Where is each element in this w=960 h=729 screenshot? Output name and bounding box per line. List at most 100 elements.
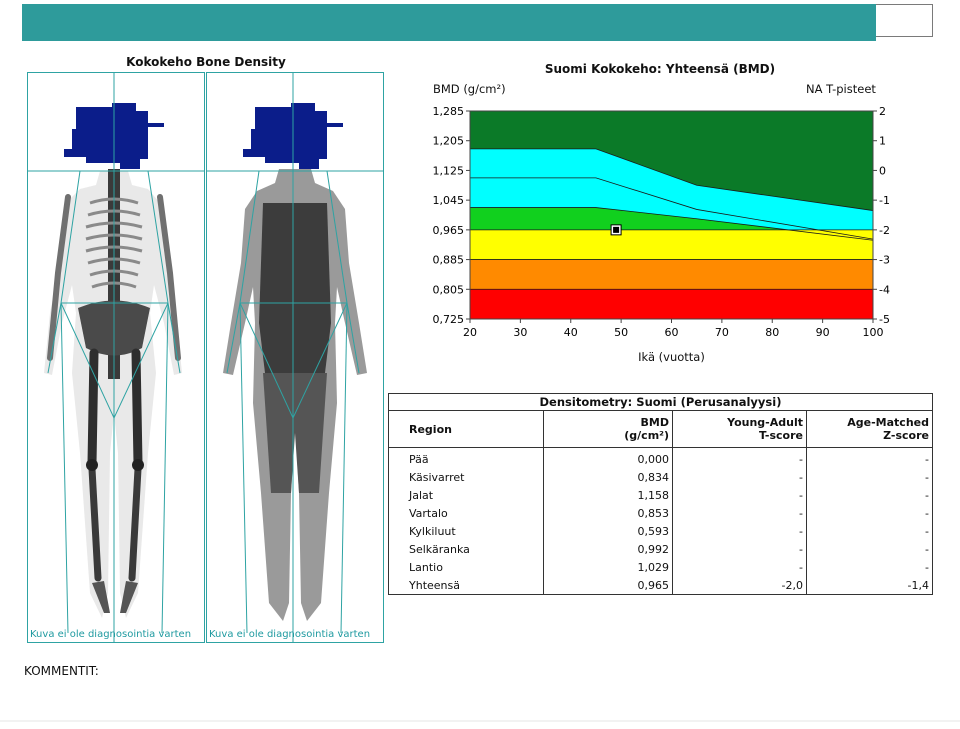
cell-bmd: 0,000 xyxy=(543,447,673,468)
right-scan-note: Kuva ei ole diagnosointia varten xyxy=(209,629,371,640)
chart-band-top xyxy=(470,111,873,211)
cell-region: Vartalo xyxy=(388,504,544,522)
chart-y-tick-label: 1,045 xyxy=(433,194,465,207)
chart-y2-tick-label: 0 xyxy=(879,164,886,177)
chart-x-tick-label: 40 xyxy=(564,326,578,339)
column-header-tscore-sub: T-score xyxy=(759,429,803,442)
cell-region: Käsivarret xyxy=(388,468,544,486)
header-box xyxy=(876,4,933,37)
column-header-bmd: BMD (g/cm²) xyxy=(543,410,673,448)
cell-tscore: - xyxy=(672,522,807,540)
cell-bmd: 0,853 xyxy=(543,504,673,522)
table-row: Kylkiluut 0,593- - xyxy=(388,522,933,540)
chart-x-tick-label: 60 xyxy=(665,326,679,339)
chart-y-tick-label: 0,965 xyxy=(433,224,465,237)
cell-bmd: 1,029 xyxy=(543,558,673,576)
chart-patient-point-core xyxy=(613,226,620,233)
chart-band-orange xyxy=(470,259,873,290)
table-row: Yhteensä 0,965 -2,0 -1,4 xyxy=(388,576,933,595)
chart-x-tick-label: 20 xyxy=(463,326,477,339)
cell-region: Pää xyxy=(388,447,544,468)
cell-tscore: - xyxy=(672,447,807,468)
densitometry-table: Densitometry: Suomi (Perusanalyysi) Regi… xyxy=(388,393,933,595)
soft-tissue-scan-panel: Kuva ei ole diagnosointia varten xyxy=(206,72,384,643)
chart-y2-tick-label: -5 xyxy=(879,313,890,326)
table-row: Vartalo 0,853- - xyxy=(388,504,933,522)
chart-y2-tick-label: -2 xyxy=(879,224,890,237)
chart-band-cyan xyxy=(470,148,873,241)
chart-band-yellow xyxy=(470,229,873,260)
column-header-bmd-label: BMD xyxy=(640,416,669,429)
column-header-bmd-unit: (g/cm²) xyxy=(624,429,669,442)
cell-region: Lantio xyxy=(388,558,544,576)
skeleton-scan-panel: Kuva ei ole diagnosointia varten xyxy=(27,72,205,643)
cell-region: Selkäranka xyxy=(388,540,544,558)
cell-tscore: -2,0 xyxy=(672,576,807,595)
chart-x-tick-label: 90 xyxy=(816,326,830,339)
cell-zscore: - xyxy=(806,558,933,576)
chart-x-tick-label: 80 xyxy=(765,326,779,339)
chart-band-green xyxy=(470,207,873,241)
cell-tscore: - xyxy=(672,504,807,522)
chart-band-boundary xyxy=(470,207,874,241)
chart-y-tick-label: 1,285 xyxy=(433,105,465,118)
cell-zscore: - xyxy=(806,447,933,468)
chart-x-tick-label: 30 xyxy=(513,326,527,339)
chart-y-tick-label: 1,205 xyxy=(433,135,465,148)
chart-x-tick-label: 50 xyxy=(614,326,628,339)
table-title: Densitometry: Suomi (Perusanalyysi) xyxy=(388,393,933,411)
chart-x-tick-label: 100 xyxy=(863,326,884,339)
cell-bmd: 1,158 xyxy=(543,486,673,504)
column-header-tscore-label: Young-Adult xyxy=(727,416,803,429)
cell-zscore: - xyxy=(806,540,933,558)
scan-title: Kokokeho Bone Density xyxy=(126,55,286,69)
cell-bmd: 0,965 xyxy=(543,576,673,595)
cell-zscore: - xyxy=(806,504,933,522)
column-header-zscore-sub: Z-score xyxy=(883,429,929,442)
chart-x-axis-label: Ikä (vuotta) xyxy=(638,350,705,364)
table-row: Selkäranka 0,992- - xyxy=(388,540,933,558)
chart-x-tick-label: 70 xyxy=(715,326,729,339)
header-bar xyxy=(22,4,876,41)
column-header-zscore-label: Age-Matched xyxy=(847,416,929,429)
left-scan-note: Kuva ei ole diagnosointia varten xyxy=(30,629,192,640)
column-header-tscore: Young-Adult T-score xyxy=(672,410,807,448)
chart-y2-tick-label: -1 xyxy=(879,194,890,207)
cell-zscore: - xyxy=(806,486,933,504)
chart-y2-tick-label: -3 xyxy=(879,254,890,267)
bmd-reference-chart: 1,285 1,205 1,125 1,045 0,965 0,885 0,805 0,725… xyxy=(433,105,890,339)
table-body: Pää 0,000- - Käsivarret 0,834- - Jalat 1,158- - V… xyxy=(388,447,933,595)
cell-zscore: -1,4 xyxy=(806,576,933,595)
cell-tscore: - xyxy=(672,486,807,504)
table-row: Pää 0,000- - xyxy=(388,447,933,468)
chart-title: Suomi Kokokeho: Yhteensä (BMD) xyxy=(544,62,776,76)
chart-y-tick-label: 0,805 xyxy=(433,283,465,296)
column-header-zscore: Age-Matched Z-score xyxy=(806,410,933,448)
cell-bmd: 0,593 xyxy=(543,522,673,540)
chart-y-tick-label: 0,885 xyxy=(433,254,465,267)
chart-secondary-y-axis-label: NA T-pisteet xyxy=(806,82,876,96)
cell-tscore: - xyxy=(672,540,807,558)
cell-zscore: - xyxy=(806,468,933,486)
table-row: Jalat 1,158- - xyxy=(388,486,933,504)
soft-tissue-scan-image xyxy=(207,73,383,642)
column-header-region: Region xyxy=(388,410,544,448)
cell-tscore: - xyxy=(672,468,807,486)
chart-y2-tick-label: 2 xyxy=(879,105,886,118)
chart-y-axis-label: BMD (g/cm²) xyxy=(433,82,506,96)
cell-tscore: - xyxy=(672,558,807,576)
skeleton-scan-image xyxy=(28,73,204,642)
table-row: Lantio 1,029- - xyxy=(388,558,933,576)
chart-band-boundary xyxy=(470,148,874,211)
chart-y-tick-label: 1,125 xyxy=(433,164,465,177)
cell-bmd: 0,834 xyxy=(543,468,673,486)
table-row: Käsivarret 0,834- - xyxy=(388,468,933,486)
chart-y2-tick-label: -4 xyxy=(879,283,890,296)
chart-band-boundary xyxy=(470,177,874,240)
cell-bmd: 0,992 xyxy=(543,540,673,558)
cell-region: Kylkiluut xyxy=(388,522,544,540)
chart-y-tick-label: 0,725 xyxy=(433,313,465,326)
comments-label: KOMMENTIT: xyxy=(24,664,99,678)
page-bottom-border xyxy=(0,720,960,722)
chart-y2-tick-label: 1 xyxy=(879,135,886,148)
